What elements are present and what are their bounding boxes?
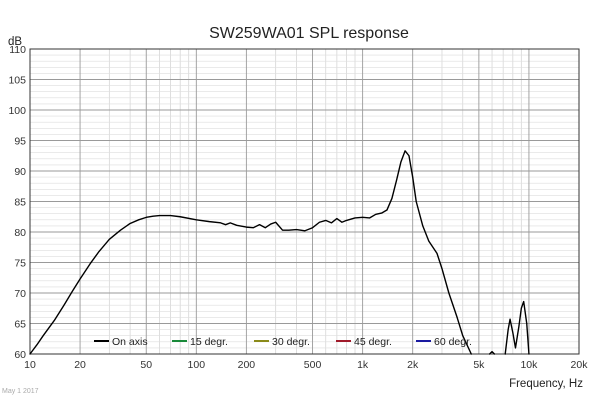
y-tick-label: 80 [14,227,26,239]
y-tick-label: 105 [8,75,26,87]
y-tick-label: 60 [14,349,26,361]
legend-label: 30 degr. [272,336,310,348]
series-line-on-axis [488,350,496,355]
series-layer [29,150,530,355]
x-tick-label: 20 [74,359,86,371]
y-axis-label: dB [8,36,22,48]
x-tick-label: 200 [238,359,256,371]
y-tick-label: 65 [14,319,26,331]
y-tick-label: 75 [14,258,26,270]
legend: On axis 15 degr. 30 degr. 45 degr. 60 degr. [94,336,472,348]
y-tick-label: 100 [8,105,26,117]
x-tick-label: 100 [188,359,206,371]
chart-title: SW259WA01 SPL response [209,25,409,42]
x-axis-label: Frequency, Hz [509,378,583,390]
y-tick-label: 90 [14,166,26,178]
x-tick-label: 500 [304,359,322,371]
grid-major [29,48,580,355]
y-tick-label: 85 [14,197,26,209]
plot-frame [29,48,580,355]
legend-label: 15 degr. [190,336,228,348]
y-tick-label: 110 [9,44,26,56]
x-tick-label: 20k [571,359,589,371]
x-tick-label: 5k [473,359,485,371]
legend-label: On axis [112,336,148,348]
series-line-on-axis [504,300,530,355]
x-tick-label: 2k [407,359,419,371]
y-tick-label: 95 [14,136,26,148]
x-tick-label: 1k [357,359,369,371]
series-line-on-axis [29,150,472,355]
x-tick-label: 50 [140,359,152,371]
legend-label: 45 degr. [354,336,392,348]
y-tick-label: 70 [14,288,26,300]
y-tick-labels: 60 65 70 75 80 85 90 95 100 105 110 [8,44,26,361]
x-tick-label: 10k [520,359,538,371]
legend-label: 60 degr. [434,336,472,348]
x-tick-label: 10 [24,359,36,371]
footer-note: May 1 2017 [2,388,39,395]
x-tick-labels: 10 20 50 100 200 500 1k 2k 5k 10k 20k [24,359,588,371]
